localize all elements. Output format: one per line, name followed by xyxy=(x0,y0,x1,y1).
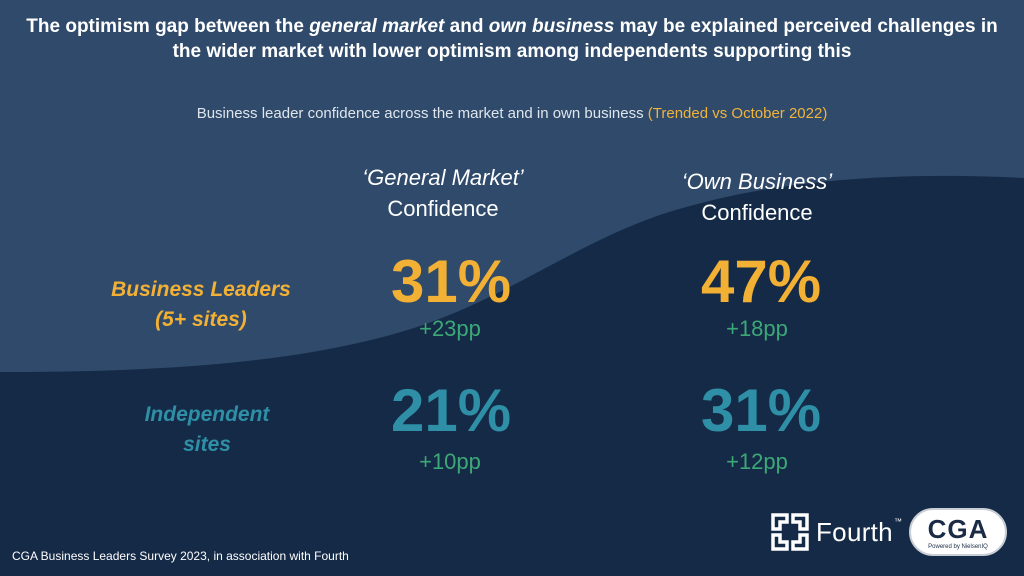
change-independent-own-business: +12pp xyxy=(726,449,788,474)
column-header-quote: ‘General Market’ xyxy=(362,165,524,190)
column-header-label: Confidence xyxy=(701,200,813,225)
page-title: The optimism gap between the general mar… xyxy=(26,16,998,62)
fourth-mark-icon xyxy=(771,513,809,551)
row-label-independent-sites: Independent sites xyxy=(144,403,270,456)
column-header-own-business: ‘Own Business’ Confidence xyxy=(627,166,887,228)
fourth-logo: Fourth™ xyxy=(770,512,902,552)
cga-wordmark: CGA xyxy=(927,514,989,544)
change-business-leaders-own-business: +18pp xyxy=(726,316,788,341)
title-emphasis-general-market: general market xyxy=(309,16,445,37)
source-footnote: CGA Business Leaders Survey 2023, in ass… xyxy=(12,549,349,563)
row-label-business-leaders: Business Leaders (5+ sites) xyxy=(111,278,291,331)
subtitle-trend: (Trended vs October 2022) xyxy=(647,105,828,122)
value-business-leaders-own-business: 47% xyxy=(700,248,822,315)
value-business-leaders-general-market: 31% xyxy=(390,248,512,315)
change-independent-general-market: +10pp xyxy=(419,449,481,474)
subtitle: Business leader confidence across the ma… xyxy=(0,105,1024,122)
column-header-general-market: ‘General Market’ Confidence xyxy=(313,162,573,224)
value-independent-own-business: 31% xyxy=(700,377,822,444)
subtitle-main: Business leader confidence across the ma… xyxy=(196,105,644,122)
change-business-leaders-general-market: +23pp xyxy=(419,316,481,341)
cga-tagline: Powered by NielsenIQ xyxy=(928,544,988,550)
column-header-label: Confidence xyxy=(387,196,499,221)
cga-logo: CGA Powered by NielsenIQ xyxy=(909,508,1007,556)
column-header-quote: ‘Own Business’ xyxy=(681,169,833,194)
fourth-wordmark: Fourth™ xyxy=(816,516,903,547)
title-emphasis-own-business: own business xyxy=(488,16,615,37)
value-independent-general-market: 21% xyxy=(390,377,512,444)
